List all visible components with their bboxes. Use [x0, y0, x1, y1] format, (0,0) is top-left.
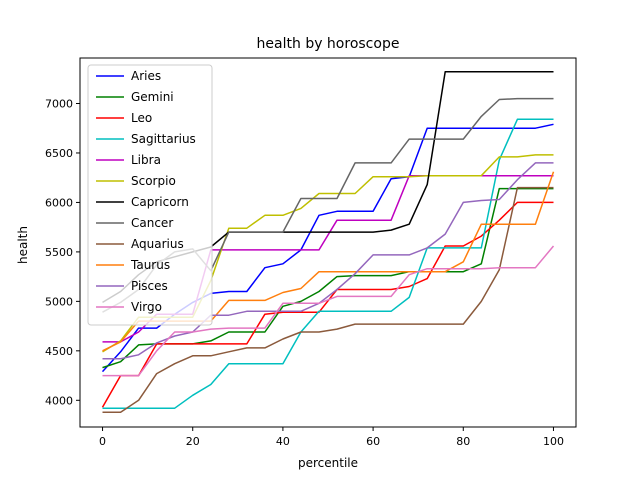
y-tick-label: 5000: [45, 295, 73, 308]
series-line-leo: [101, 201, 554, 408]
legend: Aries Gemini Leo Sagittarius Libra Scorpio Cap…: [87, 64, 213, 326]
legend-label-cancer: Cancer: [131, 216, 173, 230]
plot-frame: [79, 57, 577, 428]
legend-label-taurus: Taurus: [130, 258, 170, 272]
legend-label-virgo: Virgo: [131, 300, 162, 314]
legend-box: [87, 64, 213, 326]
x-tick-label: 60: [366, 435, 380, 448]
series-line-aquarius: [102, 186, 554, 413]
x-tick-label: 80: [456, 435, 470, 448]
legend-label-gemini: Gemini: [131, 90, 174, 104]
legend-label-leo: Leo: [131, 111, 152, 125]
x-tick-label: 100: [543, 435, 564, 448]
legend-label-capricorn: Capricorn: [131, 195, 189, 209]
legend-label-scorpio: Scorpio: [131, 174, 176, 188]
x-tick-label: 40: [276, 435, 290, 448]
series-line-sagittarius: [102, 118, 554, 409]
legend-label-aquarius: Aquarius: [131, 237, 184, 251]
y-tick-label: 4000: [45, 394, 73, 407]
y-tick-label: 7000: [45, 98, 73, 111]
y-tick-label: 6500: [45, 147, 73, 160]
axes-layer: 0 20 40 60 80 100 4000 4500 5000 5500 6000 6500 7000: [45, 57, 577, 448]
y-tick-label: 6000: [45, 196, 73, 209]
series-line-pisces: [102, 162, 554, 360]
chart-title: health by horoscope: [257, 36, 400, 52]
x-axis-label: percentile: [298, 456, 358, 470]
series-line-virgo: [102, 245, 555, 377]
legend-label-pisces: Pisces: [131, 279, 168, 293]
y-tick-label: 5500: [45, 246, 73, 259]
y-tick-label: 4500: [45, 345, 73, 358]
x-tick-label: 0: [99, 435, 106, 448]
y-axis-label: health: [16, 226, 30, 264]
x-tick-label: 20: [186, 435, 200, 448]
legend-label-libra: Libra: [131, 153, 161, 167]
legend-label-aries: Aries: [131, 69, 161, 83]
legend-label-sagittarius: Sagittarius: [131, 132, 196, 146]
